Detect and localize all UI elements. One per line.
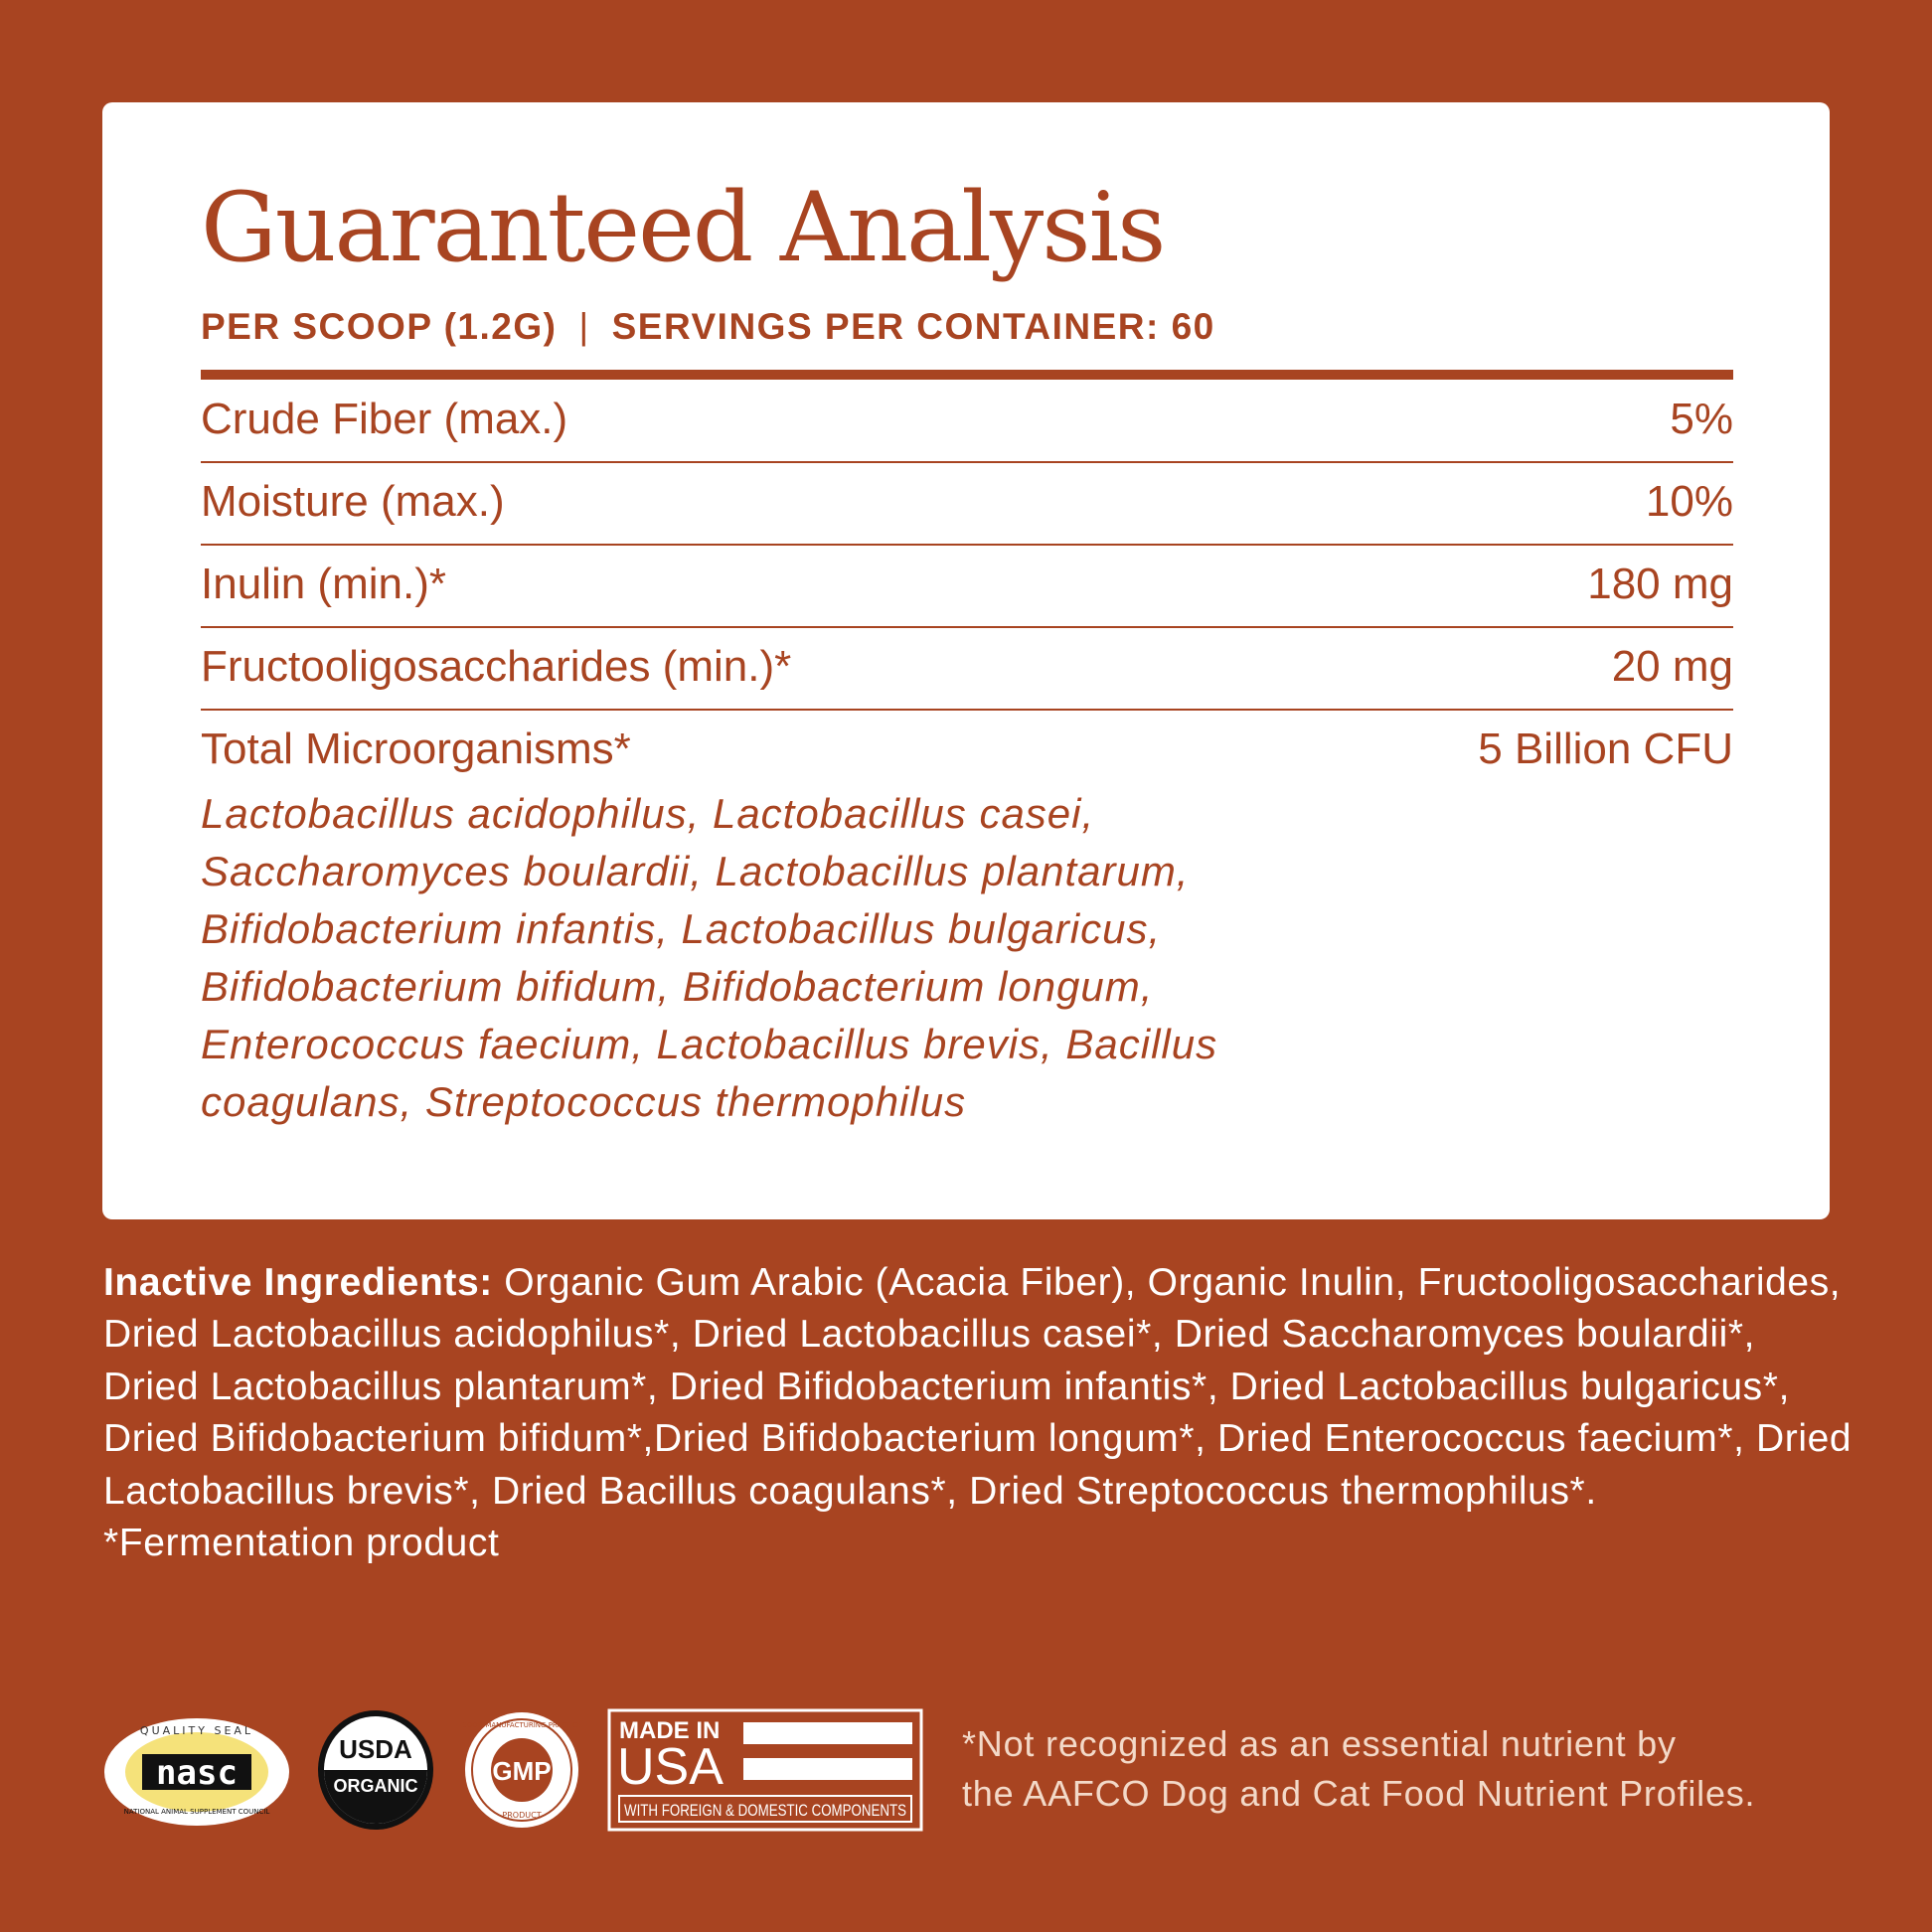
row-value: 20 mg [1611, 642, 1733, 691]
serving-info: PER SCOOP (1.2G) | SERVINGS PER CONTAINER:… [201, 306, 1215, 348]
per-scoop: PER SCOOP (1.2G) [201, 306, 558, 347]
inactive-text: Organic Gum Arabic (Acacia Fiber), Organ… [103, 1261, 1852, 1513]
separator: | [578, 306, 590, 347]
svg-text:ORGANIC: ORGANIC [334, 1776, 418, 1796]
svg-text:PRODUCT: PRODUCT [502, 1811, 541, 1820]
row-label: Total Microorganisms* [201, 724, 631, 773]
svg-text:GOOD MANUFACTURING PRACTICE: GOOD MANUFACTURING PRACTICE [463, 1721, 580, 1729]
table-row: Crude Fiber (max.) 5% [201, 380, 1733, 463]
divider-thick [201, 370, 1733, 380]
footnote-line-1: *Not recognized as an essential nutrient… [962, 1723, 1677, 1764]
footnote-line-2: the AAFCO Dog and Cat Food Nutrient Prof… [962, 1773, 1756, 1814]
svg-text:USDA: USDA [339, 1734, 412, 1764]
servings-per-container: SERVINGS PER CONTAINER: 60 [611, 306, 1215, 347]
inactive-label: Inactive Ingredients: [103, 1261, 493, 1304]
fermentation-footnote: *Fermentation product [103, 1522, 500, 1565]
gmp-icon: GMP GOOD MANUFACTURING PRACTICE PRODUCT [463, 1712, 580, 1828]
aafco-footnote: *Not recognized as an essential nutrient… [962, 1719, 1755, 1819]
inactive-ingredients: Inactive Ingredients: Organic Gum Arabic… [103, 1257, 1852, 1569]
svg-text:MADE IN: MADE IN [619, 1717, 720, 1744]
row-label: Moisture (max.) [201, 477, 505, 526]
row-label: Fructooligosaccharides (min.)* [201, 642, 792, 691]
svg-text:NATIONAL ANIMAL SUPPLEMENT COU: NATIONAL ANIMAL SUPPLEMENT COUNCIL [124, 1808, 270, 1816]
row-label: Crude Fiber (max.) [201, 395, 568, 443]
svg-text:nasc: nasc [156, 1753, 238, 1793]
page-title: Guaranteed Analysis [201, 172, 1166, 283]
made-in-usa-icon: MADE IN USA WITH FOREIGN & DOMESTIC COMP… [607, 1708, 923, 1832]
svg-text:GMP: GMP [492, 1756, 551, 1786]
row-value: 180 mg [1587, 560, 1733, 608]
table-row: Inulin (min.)* 180 mg [201, 545, 1733, 628]
table-row: Moisture (max.) 10% [201, 462, 1733, 546]
row-value: 10% [1645, 477, 1733, 526]
svg-text:USA: USA [617, 1738, 724, 1796]
table-row: Fructooligosaccharides (min.)* 20 mg [201, 627, 1733, 711]
svg-text:QUALITY SEAL: QUALITY SEAL [140, 1724, 253, 1737]
svg-text:WITH FOREIGN & DOMESTIC COMPON: WITH FOREIGN & DOMESTIC COMPONENTS [624, 1801, 906, 1820]
guaranteed-analysis-card: Guaranteed Analysis PER SCOOP (1.2G) | SER… [102, 102, 1830, 1219]
row-value: 5% [1670, 395, 1733, 443]
usda-organic-icon: USDA ORGANIC [318, 1710, 433, 1830]
row-value: 5 Billion CFU [1478, 724, 1733, 773]
species-list: Lactobacillus acidophilus, Lactobacillus… [201, 790, 1218, 1125]
row-label: Inulin (min.)* [201, 560, 446, 608]
nasc-seal-icon: QUALITY SEAL nasc NATIONAL ANIMAL SUPPLE… [104, 1718, 289, 1826]
